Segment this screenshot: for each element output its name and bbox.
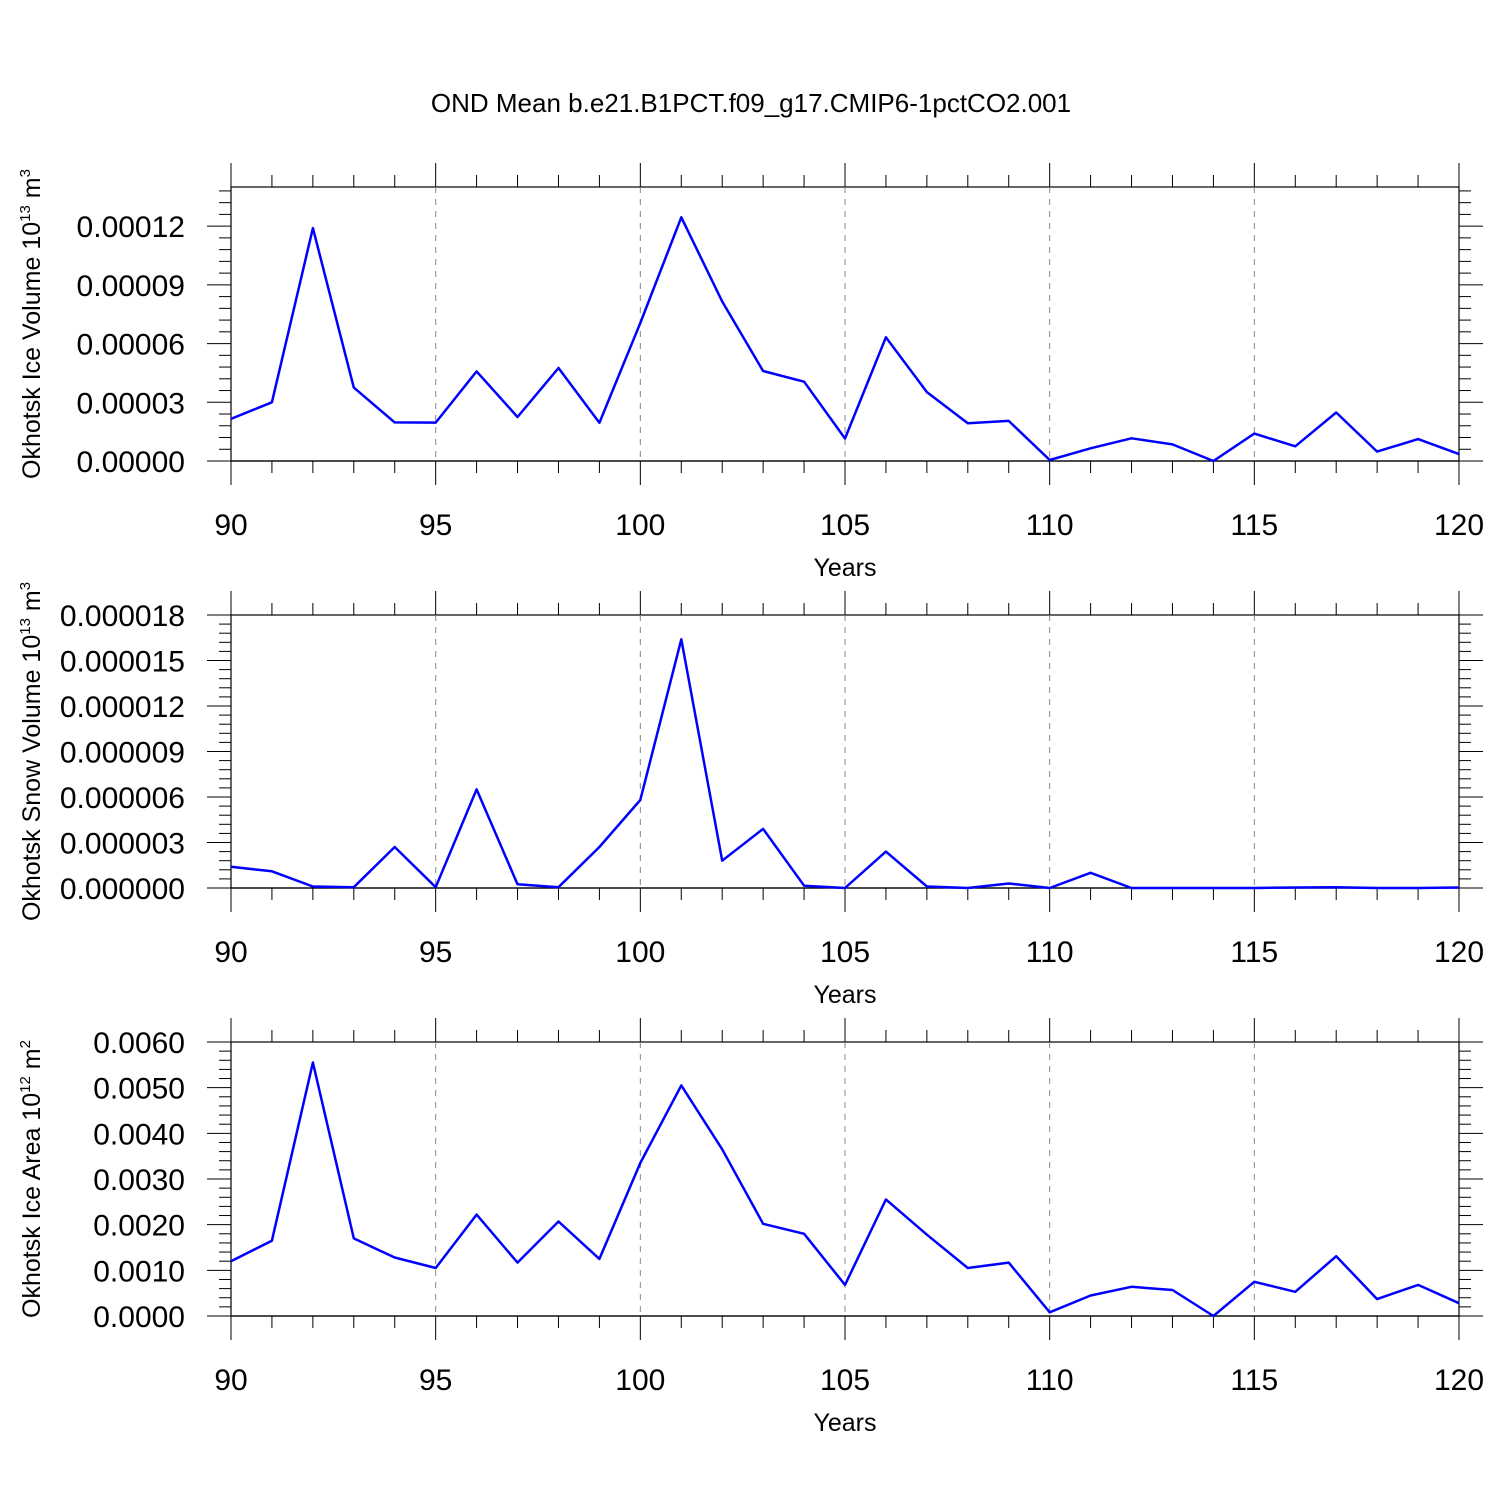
x-tick-label: 100: [615, 1364, 665, 1397]
x-tick-label: 105: [820, 936, 870, 969]
y-tick-label: 0.00006: [77, 329, 185, 362]
y-tick-label: 0.000000: [60, 873, 185, 906]
figure-title: OND Mean b.e21.B1PCT.f09_g17.CMIP6-1pctC…: [431, 88, 1071, 118]
x-tick-label: 120: [1434, 1364, 1484, 1397]
chart-panel-3: 0.0000 0.0010 0.0020 0.0030 0.0040 0.0050 0.00…: [17, 1018, 1484, 1437]
y-tick-label: 0.00003: [77, 387, 185, 420]
y-tick-label: 0.0040: [93, 1118, 185, 1151]
x-tick-label: 90: [214, 1364, 247, 1397]
x-tick-label: 90: [214, 936, 247, 969]
chart-panel-2: 0.000000 0.000003 0.000006 0.000009 0.000012…: [17, 582, 1484, 1009]
x-tick-label: 120: [1434, 509, 1484, 542]
y-tick-label: 0.0010: [93, 1255, 185, 1288]
x-tick-label: 115: [1230, 509, 1278, 542]
y-tick-label: 0.000009: [60, 737, 185, 770]
x-axis-title: Years: [813, 981, 876, 1009]
x-axis-title: Years: [813, 1409, 876, 1437]
x-tick-label: 95: [419, 936, 452, 969]
y-tick-label: 0.000012: [60, 691, 185, 724]
x-tick-label: 110: [1026, 1364, 1074, 1397]
chart-panels: 0.00000 0.00003 0.00006 0.00009 0.00012 90 95 1…: [17, 163, 1484, 1437]
y-tick-label: 0.0050: [93, 1073, 185, 1106]
series-line: [230, 1061, 1460, 1318]
y-axis-title: Okhotsk Ice Volume 1013 m3: [17, 169, 46, 479]
y-tick-label: 0.00000: [77, 446, 185, 479]
y-tick-label: 0.0030: [93, 1164, 185, 1197]
x-tick-label: 105: [820, 509, 870, 542]
series-line: [230, 638, 1460, 890]
y-tick-label: 0.000015: [60, 646, 185, 679]
x-tick-label: 95: [419, 1364, 452, 1397]
series-line: [230, 216, 1460, 463]
y-tick-label: 0.0060: [93, 1027, 185, 1060]
x-tick-label: 100: [615, 936, 665, 969]
y-axis-title: Okhotsk Ice Area 1012 m2: [17, 1040, 46, 1318]
chart-panel-1: 0.00000 0.00003 0.00006 0.00009 0.00012 90 95 1…: [17, 163, 1484, 582]
y-tick-label: 0.00009: [77, 270, 185, 303]
x-tick-label: 115: [1230, 1364, 1278, 1397]
x-tick-label: 100: [615, 509, 665, 542]
y-tick-label: 0.0020: [93, 1210, 185, 1243]
x-tick-label: 105: [820, 1364, 870, 1397]
y-tick-label: 0.000003: [60, 828, 185, 861]
y-axis-title: Okhotsk Snow Volume 1013 m3: [17, 582, 46, 921]
x-tick-label: 110: [1026, 509, 1074, 542]
x-tick-label: 90: [214, 509, 247, 542]
x-axis-title: Years: [813, 554, 876, 582]
x-tick-label: 110: [1026, 936, 1074, 969]
x-tick-label: 115: [1230, 936, 1278, 969]
x-tick-label: 95: [419, 509, 452, 542]
x-tick-label: 120: [1434, 936, 1484, 969]
y-tick-label: 0.000006: [60, 782, 185, 815]
y-tick-label: 0.00012: [77, 211, 185, 244]
y-tick-label: 0.0000: [93, 1301, 185, 1334]
y-tick-label: 0.000018: [60, 600, 185, 633]
